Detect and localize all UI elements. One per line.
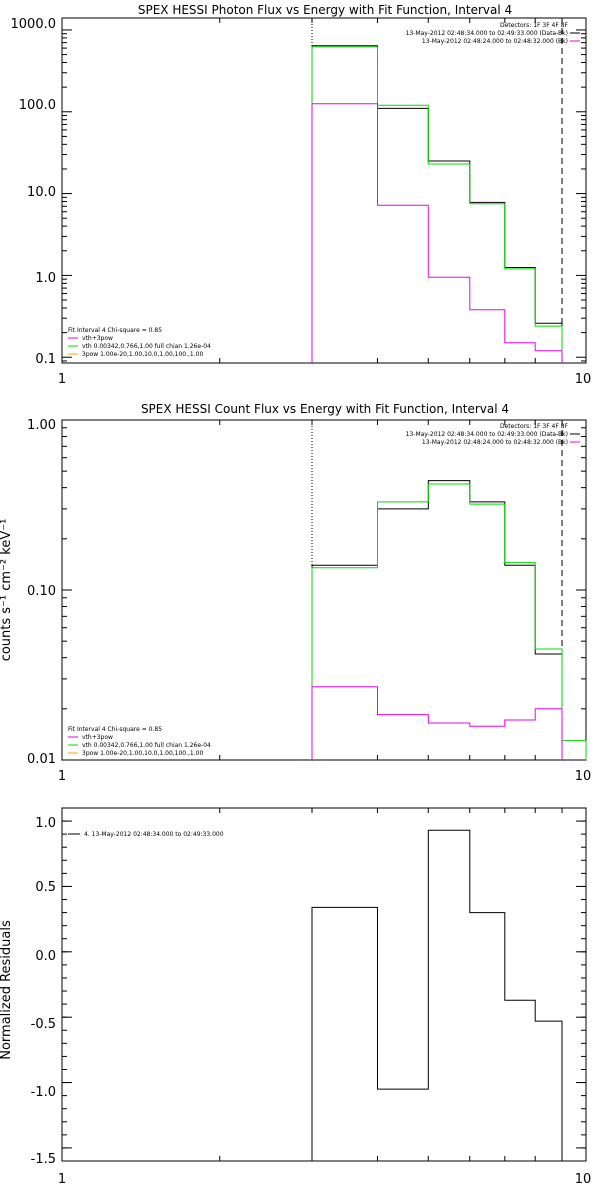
count-legend-bk-interval: 13-May-2012 02:48:24.000 to 02:48:32.000… bbox=[422, 439, 568, 446]
count-fit-interval-label: Fit Interval 4 Chi-square = 0.85 bbox=[68, 726, 162, 733]
photon-background-series bbox=[311, 103, 563, 363]
count-series-group bbox=[311, 480, 587, 760]
count-xtick-label: 1 bbox=[58, 769, 66, 784]
residual-series-group bbox=[311, 829, 563, 1161]
count-energy-bounds bbox=[311, 420, 563, 760]
count-x-tick-labels: 1 10 bbox=[58, 769, 591, 784]
photon-ytick-label: 0.1 bbox=[35, 352, 56, 367]
photon-ytick-label: 100.0 bbox=[19, 98, 56, 113]
residual-ytick-label: 0.5 bbox=[35, 880, 56, 895]
residual-x-tick-labels: 1 10 bbox=[58, 1172, 591, 1187]
count-legend-data-interval: 13-May-2012 02:48:34.000 to 02:49:33.000… bbox=[406, 431, 568, 438]
photon-ytick-label: 1000.0 bbox=[11, 17, 57, 32]
photon-x-tick-labels: 1 10 bbox=[58, 372, 591, 387]
residual-legend-label: 4. 13-May-2012 02:48:34.000 to 02:49:33.… bbox=[84, 831, 224, 838]
photon-ytick-label: 10.0 bbox=[27, 185, 56, 200]
photon-tick-marks bbox=[61, 18, 587, 363]
photon-legend-data-interval: 13-May-2012 02:48:34.000 to 02:49:33.000… bbox=[406, 30, 568, 37]
residual-legend: 4. 13-May-2012 02:48:34.000 to 02:49:33.… bbox=[68, 831, 224, 838]
photon-data-series bbox=[311, 45, 563, 363]
count-ytick-label: 0.10 bbox=[27, 584, 56, 599]
photon-fit-interval-label: Fit Interval 4 Chi-square = 0.85 bbox=[68, 327, 162, 334]
photon-model-series bbox=[311, 46, 563, 363]
photon-legend-3pow: 3pow 1.00e-20,1.00,10.0,1.00,100.,1.00 bbox=[82, 351, 203, 358]
count-panel: SPEX HESSI Count Flux vs Energy with Fit… bbox=[0, 402, 591, 784]
residual-xtick-label: 10 bbox=[575, 1172, 592, 1187]
residual-ytick-label: 1.0 bbox=[35, 816, 56, 831]
count-tick-marks bbox=[61, 419, 587, 761]
photon-xtick-label: 1 bbox=[58, 372, 66, 387]
count-legend-vth3pow: vth+3pow bbox=[82, 734, 113, 741]
photon-ytick-label: 1.0 bbox=[35, 271, 56, 286]
residual-panel: Normalized Residuals 1.0 0.5 0.0 -0.5 -1… bbox=[0, 807, 591, 1187]
count-y-axis-label: counts s⁻¹ cm⁻² keV⁻¹ bbox=[0, 519, 14, 662]
residual-ytick-label: -1.0 bbox=[31, 1085, 56, 1100]
count-xtick-label: 10 bbox=[575, 769, 592, 784]
count-ytick-label: 1.00 bbox=[27, 418, 56, 433]
count-legend-vth: vth 0.00342,0.766,1.00 full chian 1.26e-… bbox=[82, 742, 211, 749]
resid-residual-series bbox=[311, 829, 563, 1161]
photon-legend-bottom-left: Fit Interval 4 Chi-square = 0.85 vth+3po… bbox=[68, 327, 211, 358]
residual-xtick-label: 1 bbox=[58, 1172, 66, 1187]
residual-ytick-label: -1.5 bbox=[31, 1152, 56, 1167]
residual-y-axis-label: Normalized Residuals bbox=[0, 920, 14, 1060]
photon-plot-frame bbox=[61, 17, 587, 364]
residual-y-tick-labels: 1.0 0.5 0.0 -0.5 -1.0 -1.5 bbox=[31, 816, 56, 1167]
photon-panel: SPEX HESSI Photon Flux vs Energy with Fi… bbox=[11, 3, 592, 387]
count-legend-detectors: Detectors: 1F 3F 4F 8F bbox=[500, 423, 569, 430]
photon-y-tick-labels: 1000.0 100.0 10.0 1.0 0.1 bbox=[11, 17, 57, 367]
residual-plot-frame bbox=[61, 807, 587, 1162]
photon-legend-detectors: Detectors: 1F 3F 4F 8F bbox=[500, 22, 569, 29]
residual-tick-marks bbox=[61, 808, 587, 1161]
residual-ytick-label: -0.5 bbox=[31, 1017, 56, 1032]
photon-xtick-label: 10 bbox=[575, 372, 592, 387]
count-legend-bottom-left: Fit Interval 4 Chi-square = 0.85 vth+3po… bbox=[68, 726, 211, 757]
photon-title: SPEX HESSI Photon Flux vs Energy with Fi… bbox=[138, 3, 512, 17]
photon-legend-vth: vth 0.00342,0.766,1.00 full chian 1.26e-… bbox=[82, 343, 211, 350]
count-plot-frame bbox=[61, 419, 587, 761]
photon-legend-bk-interval: 13-May-2012 02:48:24.000 to 02:48:32.000… bbox=[422, 38, 568, 45]
photon-series-group bbox=[311, 45, 563, 363]
count-legend-3pow: 3pow 1.00e-20,1.00,10.0,1.00,100.,1.00 bbox=[82, 750, 203, 757]
count-background-series bbox=[311, 686, 563, 760]
residual-ytick-label: 0.0 bbox=[35, 949, 56, 964]
photon-legend-vth3pow: vth+3pow bbox=[82, 335, 113, 342]
count-y-tick-labels: 1.00 0.10 0.01 bbox=[27, 418, 56, 767]
count-data-series bbox=[311, 480, 563, 760]
count-title: SPEX HESSI Count Flux vs Energy with Fit… bbox=[141, 402, 509, 416]
count-model-series bbox=[311, 483, 587, 760]
photon-legend-top-right: Detectors: 1F 3F 4F 8F 13-May-2012 02:48… bbox=[406, 22, 580, 45]
photon-energy-bounds bbox=[311, 18, 563, 363]
count-legend-top-right: Detectors: 1F 3F 4F 8F 13-May-2012 02:48… bbox=[406, 423, 580, 446]
count-ytick-label: 0.01 bbox=[27, 752, 56, 767]
